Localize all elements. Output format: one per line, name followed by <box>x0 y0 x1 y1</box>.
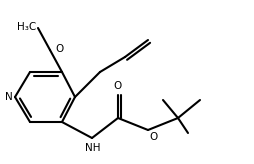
Text: O: O <box>149 132 157 142</box>
Text: N: N <box>5 92 13 102</box>
Text: O: O <box>55 44 63 54</box>
Text: O: O <box>114 81 122 91</box>
Text: H₃C: H₃C <box>17 22 36 32</box>
Text: NH: NH <box>85 143 101 153</box>
